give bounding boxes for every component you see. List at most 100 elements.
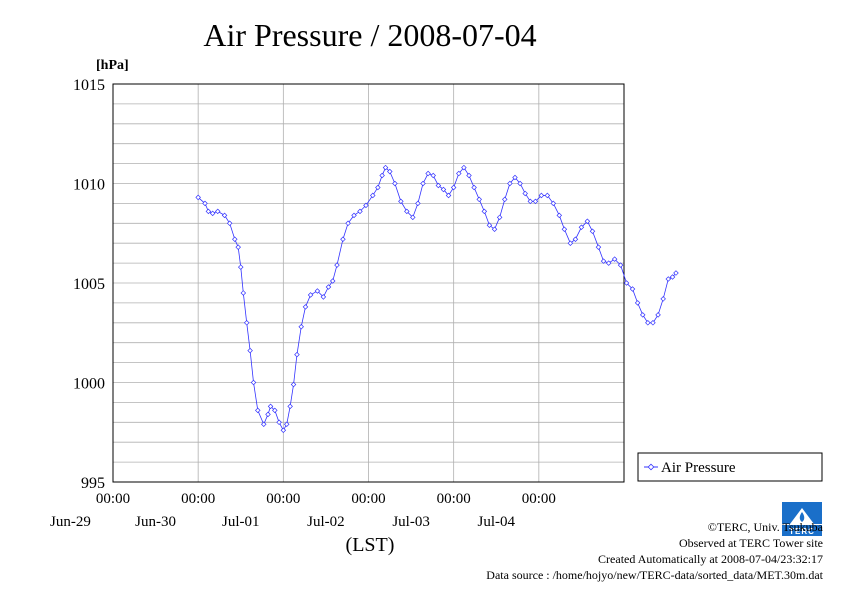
data-point <box>226 220 233 227</box>
data-point <box>267 403 274 410</box>
x-tick-time: 00:00 <box>351 491 385 507</box>
logo-text: TERC <box>789 527 815 536</box>
data-point <box>639 312 646 318</box>
data-point <box>420 180 426 187</box>
data-point <box>302 304 309 310</box>
data-point <box>345 220 351 227</box>
data-point <box>415 200 421 207</box>
data-point <box>357 208 363 215</box>
data-point <box>221 212 228 219</box>
data-point <box>272 407 278 414</box>
data-point <box>512 174 518 181</box>
chart-title: Air Pressure / 2008-07-04 <box>203 17 536 53</box>
copyright-text: ©TERC, Univ. Tsukuba <box>707 520 823 534</box>
data-point <box>430 172 436 179</box>
data-point <box>461 164 467 171</box>
data-point <box>387 168 393 175</box>
data-point <box>578 224 585 231</box>
data-point <box>496 214 503 221</box>
data-point <box>538 192 545 199</box>
grid-lines <box>113 84 624 482</box>
data-point <box>507 180 513 187</box>
data-point <box>567 240 574 246</box>
x-tick-time: 00:00 <box>522 491 556 507</box>
y-axis-ticks: 995 1000 1005 1010 1015 <box>73 77 105 492</box>
data-point <box>673 270 679 276</box>
x-axis-label: (LST) <box>346 534 395 556</box>
data-point <box>250 379 257 386</box>
y-tick-label: 1005 <box>73 276 105 293</box>
data-point <box>491 226 498 233</box>
data-point <box>623 280 630 286</box>
data-point <box>243 320 250 326</box>
data-point <box>205 208 212 215</box>
data-point <box>351 212 357 219</box>
data-point <box>532 198 539 205</box>
data-point <box>605 260 612 266</box>
data-point <box>404 208 410 215</box>
created-text: Created Automatically at 2008-07-04/23:3… <box>598 552 823 566</box>
y-tick-label: 1015 <box>73 77 105 94</box>
data-point <box>589 228 596 235</box>
data-point <box>370 192 376 199</box>
data-point <box>665 276 672 282</box>
x-axis-ticks: 00:00 Jun-29 00:00 Jun-30 00:00 Jul-01 00:00 Ju… <box>50 491 556 530</box>
data-point <box>382 164 389 171</box>
data-point <box>650 320 656 326</box>
data-point <box>280 427 287 434</box>
data-point <box>600 258 607 264</box>
data-point <box>550 200 557 207</box>
data-point <box>195 194 201 201</box>
data-point <box>260 421 267 428</box>
x-tick-date: Jul-04 <box>478 514 516 530</box>
terc-logo: TERC <box>782 502 822 536</box>
data-point <box>334 262 340 268</box>
data-point <box>611 256 618 262</box>
data-point <box>287 403 293 410</box>
observed-text: Observed at TERC Tower site <box>678 536 823 550</box>
data-point <box>276 419 282 426</box>
y-tick-label: 1010 <box>73 177 105 194</box>
legend: Air Pressure <box>637 452 823 482</box>
data-point <box>375 184 381 191</box>
data-point <box>634 300 641 306</box>
data-point <box>240 290 247 296</box>
data-point <box>298 324 304 330</box>
data-point <box>209 210 216 217</box>
data-point <box>572 236 579 242</box>
series-line <box>197 166 677 432</box>
data-point <box>617 262 624 268</box>
data-point <box>392 180 398 187</box>
data-point <box>307 292 314 298</box>
data-point <box>232 236 238 242</box>
x-tick-date: Jul-03 <box>392 514 430 530</box>
data-point <box>645 320 651 326</box>
data-point <box>255 407 261 414</box>
data-point <box>202 200 208 207</box>
data-point <box>294 351 300 358</box>
data-point <box>527 198 534 205</box>
x-tick-date: Jun-29 <box>50 514 91 530</box>
y-axis-unit: [hPa] <box>96 58 129 73</box>
data-point <box>481 208 488 215</box>
data-point <box>325 284 332 290</box>
x-tick-date: Jul-02 <box>307 514 345 530</box>
data-point <box>502 196 508 203</box>
data-point <box>556 212 563 219</box>
data-point <box>290 381 297 388</box>
data-point <box>440 186 447 193</box>
data-point <box>425 170 431 177</box>
data-point <box>561 226 568 233</box>
data-point <box>450 184 457 191</box>
data-point <box>629 286 636 292</box>
data-point <box>517 180 523 187</box>
data-point <box>265 411 271 418</box>
data-point <box>669 274 676 280</box>
data-point <box>595 244 602 250</box>
credits-block: ©TERC, Univ. Tsukuba Observed at TERC To… <box>486 519 823 583</box>
data-point <box>476 196 482 203</box>
data-point <box>398 198 404 205</box>
data-point <box>320 294 327 300</box>
data-point <box>237 264 244 270</box>
data-point <box>456 170 462 177</box>
